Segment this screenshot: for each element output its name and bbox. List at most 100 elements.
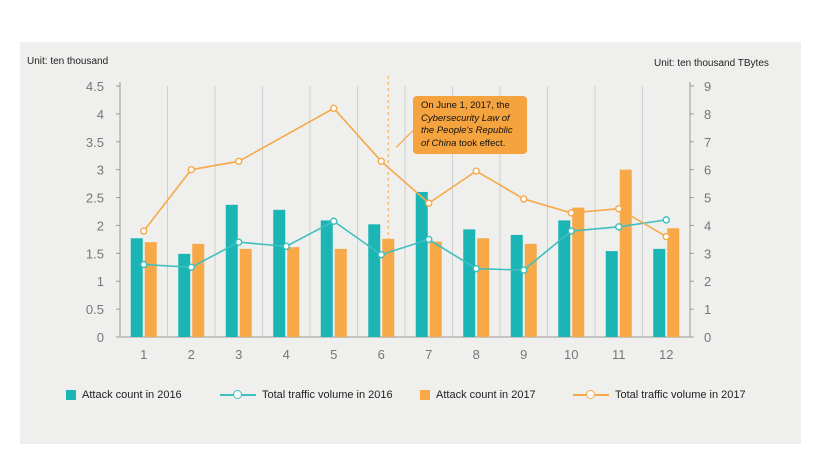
point-traffic-2016 (472, 264, 480, 273)
legend: Attack count in 2016 Total traffic volum… (66, 389, 746, 401)
bar-attack-2016 (178, 253, 191, 337)
x-tick-label: 11 (612, 347, 626, 362)
point-traffic-2017 (615, 205, 623, 213)
chart-panel: 0 0.5 1 1.5 2 2.5 3 3.5 4 4.5 0 1 2 3 4 5 6 7 8 9 1 2 3 4 5 6 7 8 9 1… (20, 42, 801, 444)
right-tick-label: 3 (704, 246, 711, 261)
left-tick-label: 1.5 (86, 246, 104, 261)
bar-attack-2017 (239, 248, 252, 337)
bar-attack-2016 (558, 220, 571, 337)
legend-swatch-traffic-2017 (573, 389, 609, 401)
legend-item-traffic-2017: Total traffic volume in 2017 (573, 389, 746, 401)
x-tick-label: 9 (520, 347, 527, 362)
left-tick-label: 4 (97, 107, 104, 122)
point-traffic-2017 (425, 199, 433, 207)
right-tick-label: 9 (704, 79, 711, 94)
point-traffic-2017 (567, 209, 575, 217)
legend-label-attack-2016: Attack count in 2016 (82, 389, 182, 401)
legend-label-attack-2017: Attack count in 2017 (436, 389, 536, 401)
bar-attack-2016 (368, 224, 381, 337)
point-traffic-2016 (567, 227, 575, 235)
x-tick-label: 1 (140, 347, 147, 362)
bar-attack-2016 (510, 234, 523, 337)
left-tick-label: 1 (97, 274, 104, 289)
bar-attack-2016 (320, 220, 333, 337)
left-tick-label: 4.5 (86, 79, 104, 94)
bar-attack-2017 (477, 238, 490, 337)
left-tick-label: 2 (97, 218, 104, 233)
point-traffic-2016 (282, 242, 290, 251)
bar-attack-2017 (144, 242, 157, 337)
legend-item-attack-2017: Attack count in 2017 (420, 389, 573, 401)
legend-label-traffic-2016: Total traffic volume in 2016 (262, 389, 393, 401)
x-tick-label: 10 (564, 347, 578, 362)
right-tick-label: 8 (704, 107, 711, 122)
right-tick-label: 2 (704, 274, 711, 289)
bar-attack-2017 (334, 248, 347, 337)
left-tick-label: 0.5 (86, 302, 104, 317)
bar-attack-2016 (130, 238, 143, 337)
bar-attack-2016 (653, 248, 666, 337)
right-tick-label: 0 (704, 330, 711, 345)
right-tick-label: 4 (704, 218, 711, 233)
bar-attack-2016 (415, 191, 428, 337)
right-tick-label: 7 (704, 135, 711, 150)
right-tick-label: 1 (704, 302, 711, 317)
annotation-callout: On June 1, 2017, the Cybersecurity Law o… (413, 96, 527, 154)
annotation-text-2: Cybersecurity Law of the People's Republ… (421, 112, 513, 149)
legend-item-traffic-2016: Total traffic volume in 2016 (220, 389, 420, 401)
bar-attack-2017 (287, 247, 300, 337)
point-traffic-2017 (472, 167, 480, 175)
x-tick-label: 5 (330, 347, 337, 362)
x-tick-label: 8 (473, 347, 480, 362)
legend-label-traffic-2017: Total traffic volume in 2017 (615, 389, 746, 401)
point-traffic-2017 (140, 227, 148, 235)
bar-attack-2017 (619, 169, 632, 337)
right-tick-label: 5 (704, 191, 711, 206)
point-traffic-2017 (520, 195, 528, 203)
point-traffic-2016 (187, 263, 195, 271)
bar-attack-2016 (605, 251, 618, 337)
point-traffic-2016 (330, 217, 338, 225)
annotation-text-1: On June 1, 2017, the (421, 100, 510, 111)
bar-attack-2017 (572, 207, 585, 337)
legend-item-attack-2016: Attack count in 2016 (66, 389, 220, 401)
bar-attack-2016 (225, 204, 238, 337)
x-tick-label: 2 (188, 347, 195, 362)
point-traffic-2017 (235, 157, 243, 166)
left-tick-label: 3.5 (86, 135, 104, 150)
bar-attack-2017 (192, 243, 205, 337)
left-tick-label: 0 (97, 330, 104, 345)
point-traffic-2017 (662, 232, 670, 241)
point-traffic-2016 (235, 238, 243, 246)
bar-attack-2017 (524, 243, 537, 337)
left-tick-label: 3 (97, 163, 104, 178)
point-traffic-2016 (425, 235, 433, 244)
point-traffic-2016 (615, 223, 623, 231)
bar-attack-2017 (667, 228, 680, 337)
point-traffic-2017 (330, 104, 338, 113)
bar-attack-2017 (429, 241, 442, 337)
x-tick-label: 6 (378, 347, 385, 362)
legend-swatch-traffic-2016 (220, 389, 256, 401)
point-traffic-2017 (187, 165, 195, 174)
x-tick-label: 12 (659, 347, 673, 362)
x-tick-label: 3 (235, 347, 242, 362)
point-traffic-2017 (377, 157, 385, 166)
point-traffic-2016 (520, 266, 528, 274)
right-tick-label: 6 (704, 163, 711, 178)
point-traffic-2016 (377, 251, 385, 259)
x-tick-label: 4 (283, 347, 290, 362)
bar-attack-2016 (463, 229, 476, 337)
line-traffic-2016 (143, 219, 667, 271)
left-tick-label: 2.5 (86, 191, 104, 206)
bar-attack-2016 (273, 209, 286, 337)
legend-swatch-attack-2016 (66, 390, 76, 400)
left-axis-unit-label: Unit: ten thousand (27, 56, 109, 67)
point-traffic-2016 (662, 216, 670, 224)
annotation-text-3: took effect. (456, 137, 506, 149)
right-axis-unit-label: Unit: ten thousand TBytes (654, 58, 769, 69)
point-traffic-2016 (140, 260, 148, 269)
legend-swatch-attack-2017 (420, 390, 430, 400)
x-tick-label: 7 (425, 347, 432, 362)
